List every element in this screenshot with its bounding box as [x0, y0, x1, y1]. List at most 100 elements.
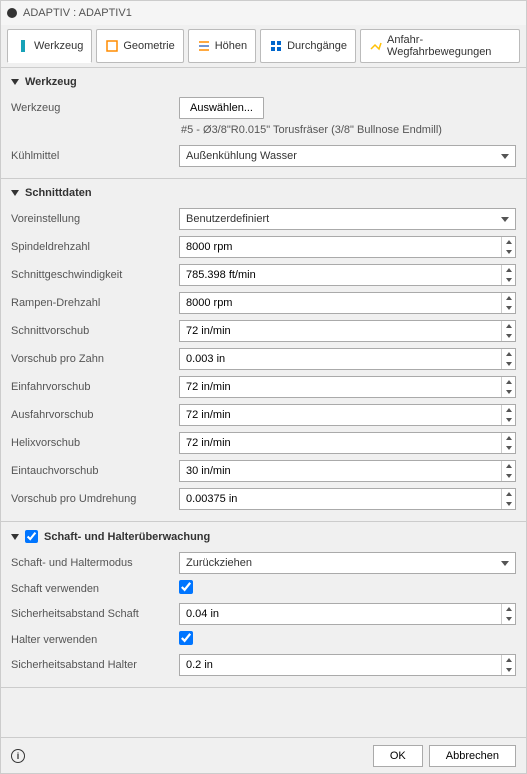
leadout-label: Ausfahrvorschub: [11, 409, 171, 421]
feedtooth-label: Vorschub pro Zahn: [11, 353, 171, 365]
spin-up-icon[interactable]: [502, 433, 515, 443]
linking-icon: [369, 39, 383, 53]
spin-down-icon[interactable]: [502, 387, 515, 397]
ramp-label: Rampen-Drehzahl: [11, 297, 171, 309]
cutfeed-spinner[interactable]: [179, 320, 516, 342]
spin-up-icon[interactable]: [502, 293, 515, 303]
cutfeed-input[interactable]: [180, 325, 501, 337]
preset-label: Voreinstellung: [11, 213, 171, 225]
mode-label: Schaft- und Haltermodus: [11, 557, 171, 569]
spin-down-icon[interactable]: [502, 331, 515, 341]
shaft-section-checkbox[interactable]: [25, 530, 38, 543]
feedtooth-input[interactable]: [180, 353, 501, 365]
spin-down-icon[interactable]: [502, 665, 515, 675]
spin-up-icon[interactable]: [502, 604, 515, 614]
plunge-spinner[interactable]: [179, 460, 516, 482]
spin-down-icon[interactable]: [502, 499, 515, 509]
helix-input[interactable]: [180, 437, 501, 449]
leadin-label: Einfahrvorschub: [11, 381, 171, 393]
feedtooth-spinner[interactable]: [179, 348, 516, 370]
coolant-select[interactable]: Außenkühlung Wasser: [179, 145, 516, 167]
spin-up-icon[interactable]: [502, 489, 515, 499]
ramp-input[interactable]: [180, 297, 501, 309]
chevron-down-icon: [501, 154, 509, 159]
surface-spinner[interactable]: [179, 264, 516, 286]
ramp-spinner[interactable]: [179, 292, 516, 314]
tab-passes[interactable]: Durchgänge: [260, 29, 356, 63]
useholder-checkbox[interactable]: [179, 631, 193, 645]
leadout-spinner[interactable]: [179, 404, 516, 426]
tab-geometry[interactable]: Geometrie: [96, 29, 183, 63]
tab-tool[interactable]: Werkzeug: [7, 29, 92, 63]
useshaft-checkbox[interactable]: [179, 580, 193, 594]
dialog-window: ADAPTIV : ADAPTIV1 Werkzeug Geometrie Hö…: [0, 0, 527, 774]
spin-up-icon[interactable]: [502, 461, 515, 471]
plunge-label: Eintauchvorschub: [11, 465, 171, 477]
spin-down-icon[interactable]: [502, 359, 515, 369]
tool-select-button[interactable]: Auswählen...: [179, 97, 264, 119]
tool-label: Werkzeug: [11, 102, 171, 114]
shaftclear-spinner[interactable]: [179, 603, 516, 625]
shaftclear-input[interactable]: [180, 608, 501, 620]
spin-up-icon[interactable]: [502, 349, 515, 359]
tab-geometry-label: Geometrie: [123, 40, 174, 52]
section-tool-title: Werkzeug: [25, 76, 77, 88]
preset-value: Benutzerdefiniert: [186, 213, 269, 225]
leadout-input[interactable]: [180, 409, 501, 421]
footer: i OK Abbrechen: [1, 737, 526, 773]
heights-icon: [197, 39, 211, 53]
passes-icon: [269, 39, 283, 53]
window-icon: [7, 8, 17, 18]
shaftclear-label: Sicherheitsabstand Schaft: [11, 608, 171, 620]
spin-up-icon[interactable]: [502, 405, 515, 415]
tab-bar: Werkzeug Geometrie Höhen Durchgänge Anfa…: [1, 25, 526, 68]
spin-down-icon[interactable]: [502, 275, 515, 285]
cancel-button[interactable]: Abbrechen: [429, 745, 516, 767]
spin-up-icon[interactable]: [502, 265, 515, 275]
tool-description: #5 - Ø3/8"R0.015" Torusfräser (3/8" Bull…: [1, 122, 526, 142]
spindle-input[interactable]: [180, 241, 501, 253]
tool-icon: [16, 39, 30, 53]
spin-down-icon[interactable]: [502, 614, 515, 624]
spin-up-icon[interactable]: [502, 237, 515, 247]
coolant-label: Kühlmittel: [11, 150, 171, 162]
tab-tool-label: Werkzeug: [34, 40, 83, 52]
spindle-spinner[interactable]: [179, 236, 516, 258]
plunge-input[interactable]: [180, 465, 501, 477]
spin-down-icon[interactable]: [502, 471, 515, 481]
section-feed-header[interactable]: Schnittdaten: [1, 179, 526, 205]
tab-linking[interactable]: Anfahr-Wegfahrbewegungen: [360, 29, 520, 63]
section-shaft-title: Schaft- und Halterüberwachung: [44, 531, 210, 543]
surface-input[interactable]: [180, 269, 501, 281]
content-area: Werkzeug Werkzeug Auswählen... #5 - Ø3/8…: [1, 68, 526, 737]
leadin-input[interactable]: [180, 381, 501, 393]
ok-button[interactable]: OK: [373, 745, 423, 767]
feedrev-input[interactable]: [180, 493, 501, 505]
tab-heights[interactable]: Höhen: [188, 29, 256, 63]
tab-heights-label: Höhen: [215, 40, 247, 52]
tab-linking-label: Anfahr-Wegfahrbewegungen: [387, 34, 511, 58]
spin-down-icon[interactable]: [502, 303, 515, 313]
coolant-value: Außenkühlung Wasser: [186, 150, 297, 162]
surface-label: Schnittgeschwindigkeit: [11, 269, 171, 281]
holderclear-label: Sicherheitsabstand Halter: [11, 659, 171, 671]
holderclear-input[interactable]: [180, 659, 501, 671]
info-icon[interactable]: i: [11, 749, 25, 763]
chevron-down-icon: [501, 217, 509, 222]
helix-spinner[interactable]: [179, 432, 516, 454]
leadin-spinner[interactable]: [179, 376, 516, 398]
spin-up-icon[interactable]: [502, 655, 515, 665]
spin-down-icon[interactable]: [502, 415, 515, 425]
mode-select[interactable]: Zurückziehen: [179, 552, 516, 574]
spin-up-icon[interactable]: [502, 377, 515, 387]
spin-down-icon[interactable]: [502, 247, 515, 257]
section-shaft-header[interactable]: Schaft- und Halterüberwachung: [1, 522, 526, 549]
feedrev-spinner[interactable]: [179, 488, 516, 510]
section-tool-header[interactable]: Werkzeug: [1, 68, 526, 94]
spin-up-icon[interactable]: [502, 321, 515, 331]
preset-select[interactable]: Benutzerdefiniert: [179, 208, 516, 230]
spin-down-icon[interactable]: [502, 443, 515, 453]
section-tool: Werkzeug Werkzeug Auswählen... #5 - Ø3/8…: [1, 68, 526, 179]
mode-value: Zurückziehen: [186, 557, 252, 569]
holderclear-spinner[interactable]: [179, 654, 516, 676]
